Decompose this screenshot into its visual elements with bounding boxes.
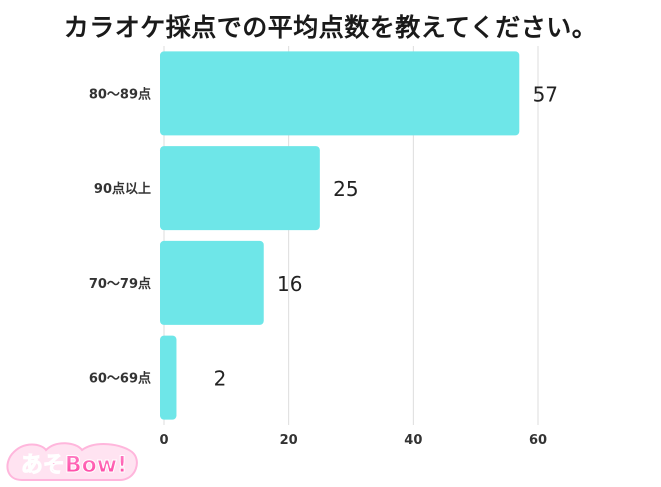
- bar: [160, 335, 177, 420]
- asobow-logo: あそBow!: [6, 442, 138, 481]
- category-label: 90点以上: [94, 181, 151, 197]
- value-label: 16: [277, 272, 302, 296]
- x-axis-ticks: 0 20 40 60: [159, 433, 547, 448]
- bars: [160, 51, 520, 420]
- category-label: 80〜89点: [89, 86, 151, 102]
- bar: [160, 146, 320, 231]
- value-labels: 57 25 16 2: [214, 82, 558, 390]
- value-label: 2: [214, 367, 227, 391]
- x-tick-label: 60: [529, 433, 547, 448]
- value-label: 25: [333, 177, 358, 201]
- value-label: 57: [533, 82, 558, 106]
- chart-title: カラオケ採点での平均点数を教えてください。: [63, 13, 598, 42]
- x-tick-label: 0: [159, 433, 168, 448]
- x-tick-label: 20: [280, 433, 298, 448]
- category-label: 70〜79点: [89, 276, 151, 292]
- logo-text: あそBow!: [21, 453, 127, 478]
- x-tick-label: 40: [404, 433, 422, 448]
- category-label: 60〜69点: [89, 371, 151, 387]
- bar: [160, 240, 264, 325]
- bar: [160, 51, 520, 136]
- category-labels: 80〜89点 90点以上 70〜79点 60〜69点: [89, 86, 151, 386]
